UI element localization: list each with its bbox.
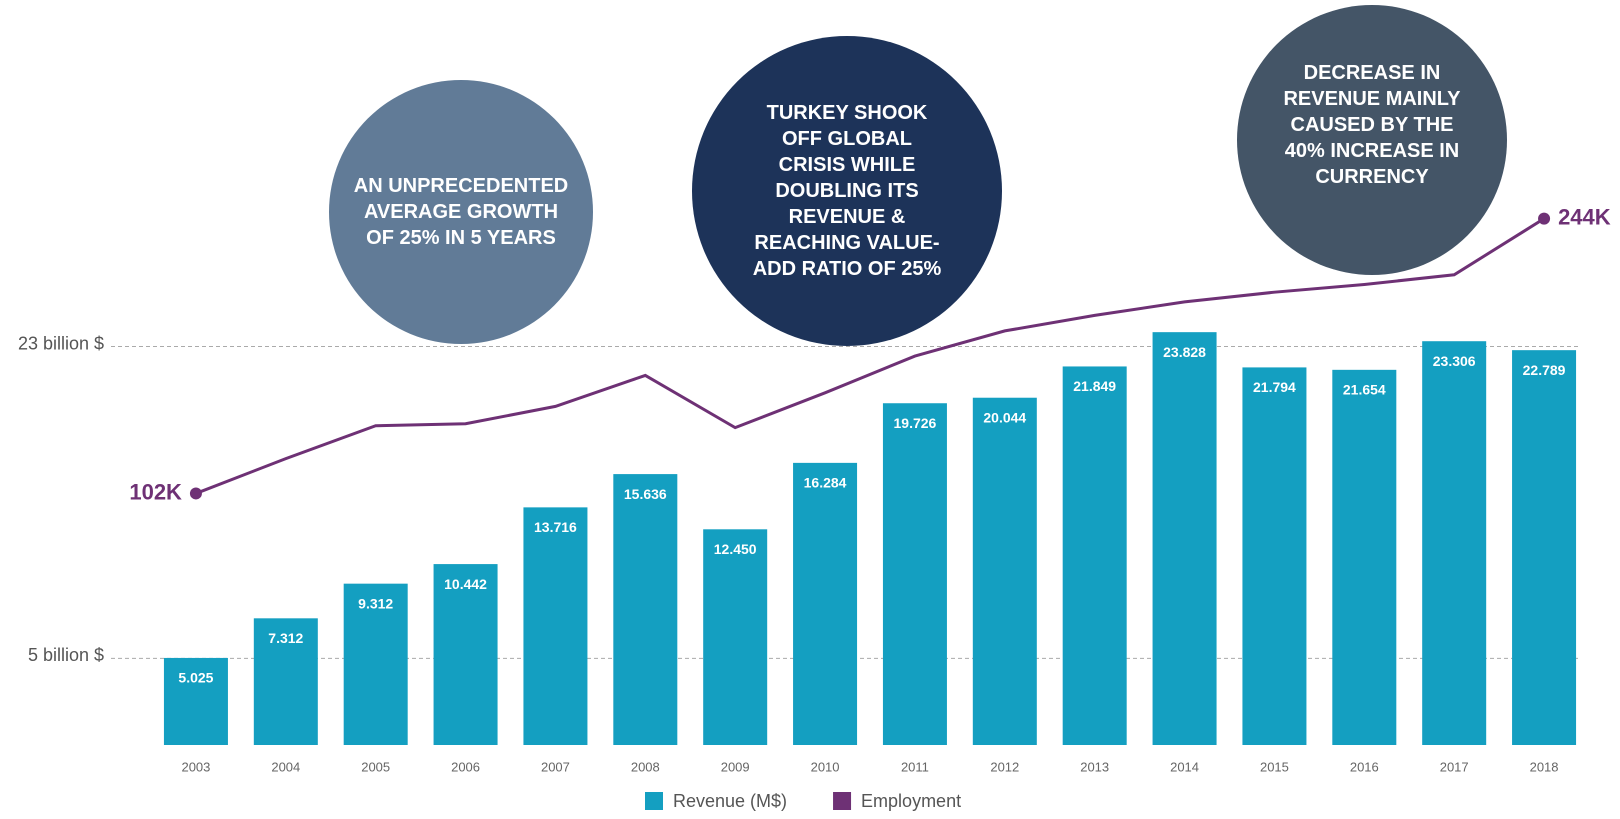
y-tick-label: 5 billion $: [28, 645, 104, 665]
annotation: DECREASE IN REVENUE MAINLY CAUSED BY THE…: [1283, 62, 1461, 188]
data-label: 15.636: [624, 486, 667, 502]
bar: [1422, 341, 1487, 745]
y-tick-label: 23 billion $: [18, 333, 104, 353]
x-tick-label: 2005: [361, 759, 390, 774]
bar: [253, 618, 318, 745]
data-label: 21.654: [1343, 382, 1386, 398]
x-tick-label: 2008: [631, 759, 660, 774]
bar: [1242, 367, 1307, 745]
x-tick-label: 2010: [811, 759, 840, 774]
data-label: 5.025: [178, 670, 213, 686]
data-label: 7.312: [268, 630, 303, 646]
data-label: 13.716: [534, 519, 577, 535]
bar: [793, 462, 858, 745]
x-tick-label: 2007: [541, 759, 570, 774]
bar: [613, 474, 678, 745]
data-label: 9.312: [358, 595, 393, 611]
x-tick-label: 2018: [1530, 759, 1559, 774]
data-label: 12.450: [714, 541, 757, 557]
data-label: 21.849: [1073, 378, 1116, 394]
data-label: 20.044: [983, 409, 1026, 425]
data-label: 10.442: [444, 576, 487, 592]
bar: [1062, 366, 1127, 745]
legend-swatch: [833, 792, 852, 810]
data-label: 23.828: [1163, 344, 1206, 360]
line-point: [1538, 212, 1551, 225]
bar: [882, 403, 947, 745]
x-tick-label: 2009: [721, 759, 750, 774]
data-label: 16.284: [804, 475, 847, 491]
x-tick-label: 2017: [1440, 759, 1469, 774]
bar: [433, 564, 498, 745]
x-tick-label: 2012: [990, 759, 1019, 774]
line: [195, 217, 1545, 495]
legend-label: Revenue (M$): [673, 791, 787, 811]
annotation-circle: DECREASE IN REVENUE MAINLY CAUSED BY THE…: [1237, 5, 1507, 275]
data-label: 19.726: [894, 415, 937, 431]
bar: [1152, 332, 1217, 745]
bar: [703, 529, 768, 745]
data-label: 21.794: [1253, 379, 1296, 395]
x-tick-label: 2015: [1260, 759, 1289, 774]
data-label: 244K: [1558, 204, 1611, 229]
bar: [1512, 350, 1577, 745]
x-tick-label: 2014: [1170, 759, 1199, 774]
legend-label: Employment: [861, 791, 961, 811]
legend-swatch: [645, 792, 663, 810]
annotation-circle: AN UNPRECEDENTED AVERAGE GROWTH OF 25% I…: [329, 80, 593, 344]
x-tick-label: 2004: [271, 759, 300, 774]
data-label: 22.789: [1523, 362, 1566, 378]
bar: [343, 583, 408, 745]
annotation: AN UNPRECEDENTED AVERAGE GROWTH OF 25% I…: [353, 175, 569, 249]
annotation: TURKEY SHOOK OFF GLOBAL CRISIS WHILE DOU…: [752, 102, 942, 280]
data-label: 23.306: [1433, 353, 1476, 369]
bar: [163, 657, 228, 745]
data-label: 102K: [129, 479, 182, 504]
bar: [523, 507, 588, 745]
bar: [972, 397, 1037, 745]
bar: [1332, 369, 1397, 745]
x-tick-label: 2013: [1080, 759, 1109, 774]
x-tick-label: 2006: [451, 759, 480, 774]
line-point: [189, 487, 202, 500]
x-tick-label: 2016: [1350, 759, 1379, 774]
x-tick-label: 2003: [181, 759, 210, 774]
x-tick-label: 2011: [901, 759, 929, 774]
annotation-circle: TURKEY SHOOK OFF GLOBAL CRISIS WHILE DOU…: [692, 36, 1002, 346]
